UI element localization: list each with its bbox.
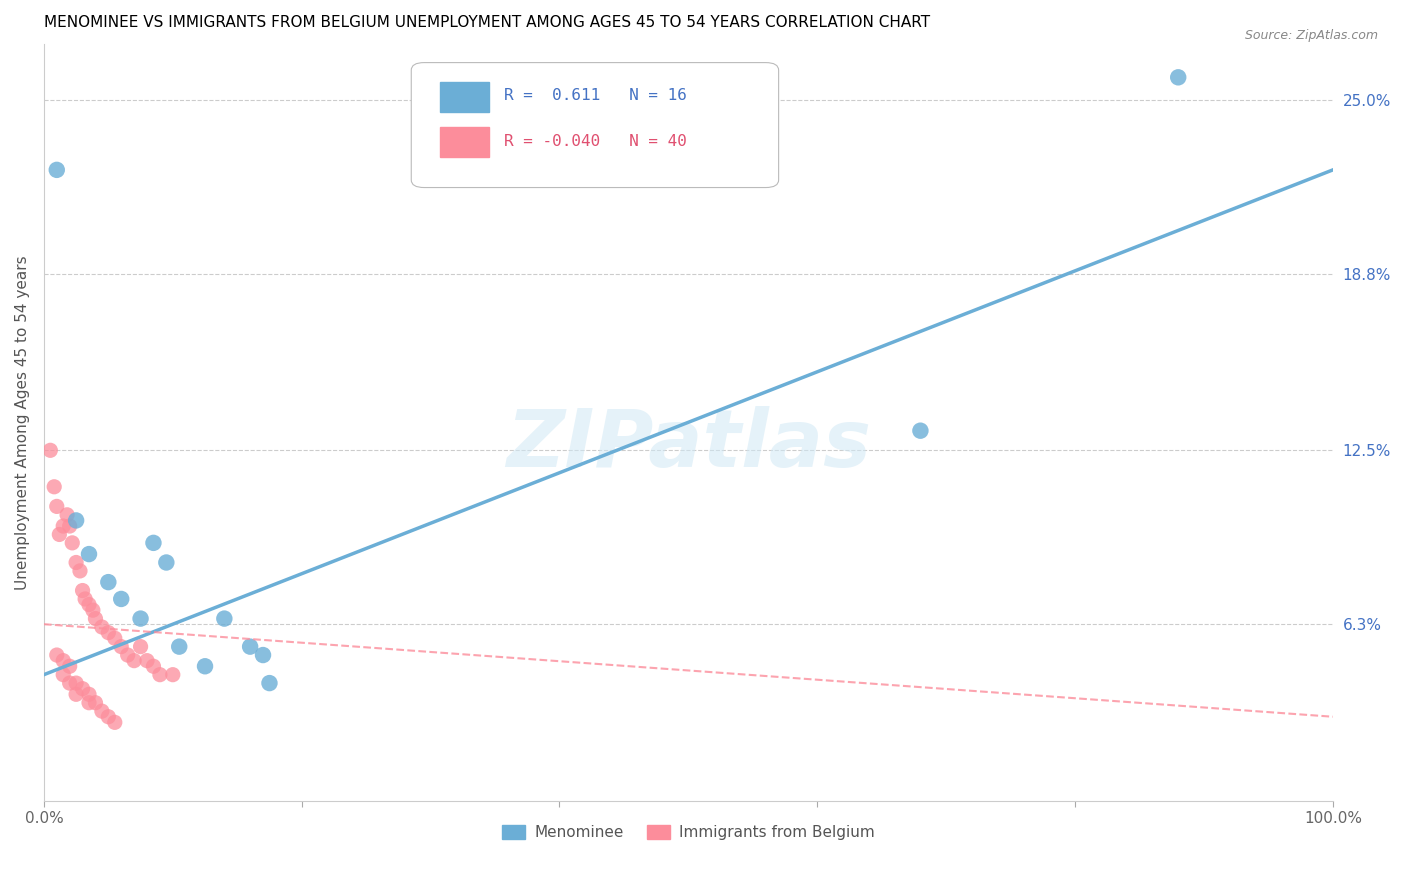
Point <box>65 687 87 701</box>
Point <box>60 536 83 550</box>
Point <box>259 676 281 690</box>
Point <box>45 648 67 662</box>
Point <box>59 676 82 690</box>
Point <box>77 696 100 710</box>
Point <box>72 583 94 598</box>
Point <box>214 611 236 625</box>
Point <box>239 640 262 654</box>
Point <box>97 575 120 590</box>
Point <box>77 547 100 561</box>
Point <box>84 696 107 710</box>
Point <box>48 527 70 541</box>
Point <box>155 556 177 570</box>
Point <box>110 591 132 606</box>
Point <box>110 640 132 654</box>
Point <box>194 659 217 673</box>
Point <box>45 162 67 177</box>
Text: MENOMINEE VS IMMIGRANTS FROM BELGIUM UNEMPLOYMENT AMONG AGES 45 TO 54 YEARS CORR: MENOMINEE VS IMMIGRANTS FROM BELGIUM UNE… <box>44 15 929 30</box>
Point <box>56 508 79 522</box>
Point <box>52 654 75 668</box>
Point <box>149 667 172 681</box>
Text: R =  0.611   N = 16: R = 0.611 N = 16 <box>505 88 688 103</box>
Point <box>129 611 152 625</box>
Point <box>122 654 145 668</box>
Point <box>136 654 159 668</box>
Point <box>142 659 165 673</box>
Bar <box>440 81 489 112</box>
Point <box>77 687 100 701</box>
Point <box>142 536 165 550</box>
Point <box>104 631 127 645</box>
Bar <box>440 127 489 157</box>
Point <box>59 519 82 533</box>
Point <box>90 620 112 634</box>
Point <box>1167 70 1189 85</box>
Point <box>75 591 97 606</box>
Point <box>82 603 104 617</box>
Point <box>167 640 190 654</box>
Point <box>52 519 75 533</box>
Point <box>97 625 120 640</box>
Y-axis label: Unemployment Among Ages 45 to 54 years: Unemployment Among Ages 45 to 54 years <box>15 255 30 590</box>
Point <box>104 715 127 730</box>
Point <box>65 676 87 690</box>
Point <box>117 648 139 662</box>
Point <box>910 424 932 438</box>
Point <box>162 667 184 681</box>
Point <box>65 513 87 527</box>
FancyBboxPatch shape <box>412 62 779 187</box>
Legend: Menominee, Immigrants from Belgium: Menominee, Immigrants from Belgium <box>496 819 880 847</box>
Point <box>129 640 152 654</box>
Point <box>84 611 107 625</box>
Text: R = -0.040   N = 40: R = -0.040 N = 40 <box>505 134 688 149</box>
Text: ZIPatlas: ZIPatlas <box>506 406 870 484</box>
Point <box>72 681 94 696</box>
Point <box>44 480 66 494</box>
Point <box>252 648 274 662</box>
Point <box>77 598 100 612</box>
Point <box>65 556 87 570</box>
Point <box>90 704 112 718</box>
Point <box>97 710 120 724</box>
Point <box>69 564 91 578</box>
Point <box>59 659 82 673</box>
Text: Source: ZipAtlas.com: Source: ZipAtlas.com <box>1244 29 1378 43</box>
Point <box>39 443 62 458</box>
Point <box>52 667 75 681</box>
Point <box>45 500 67 514</box>
